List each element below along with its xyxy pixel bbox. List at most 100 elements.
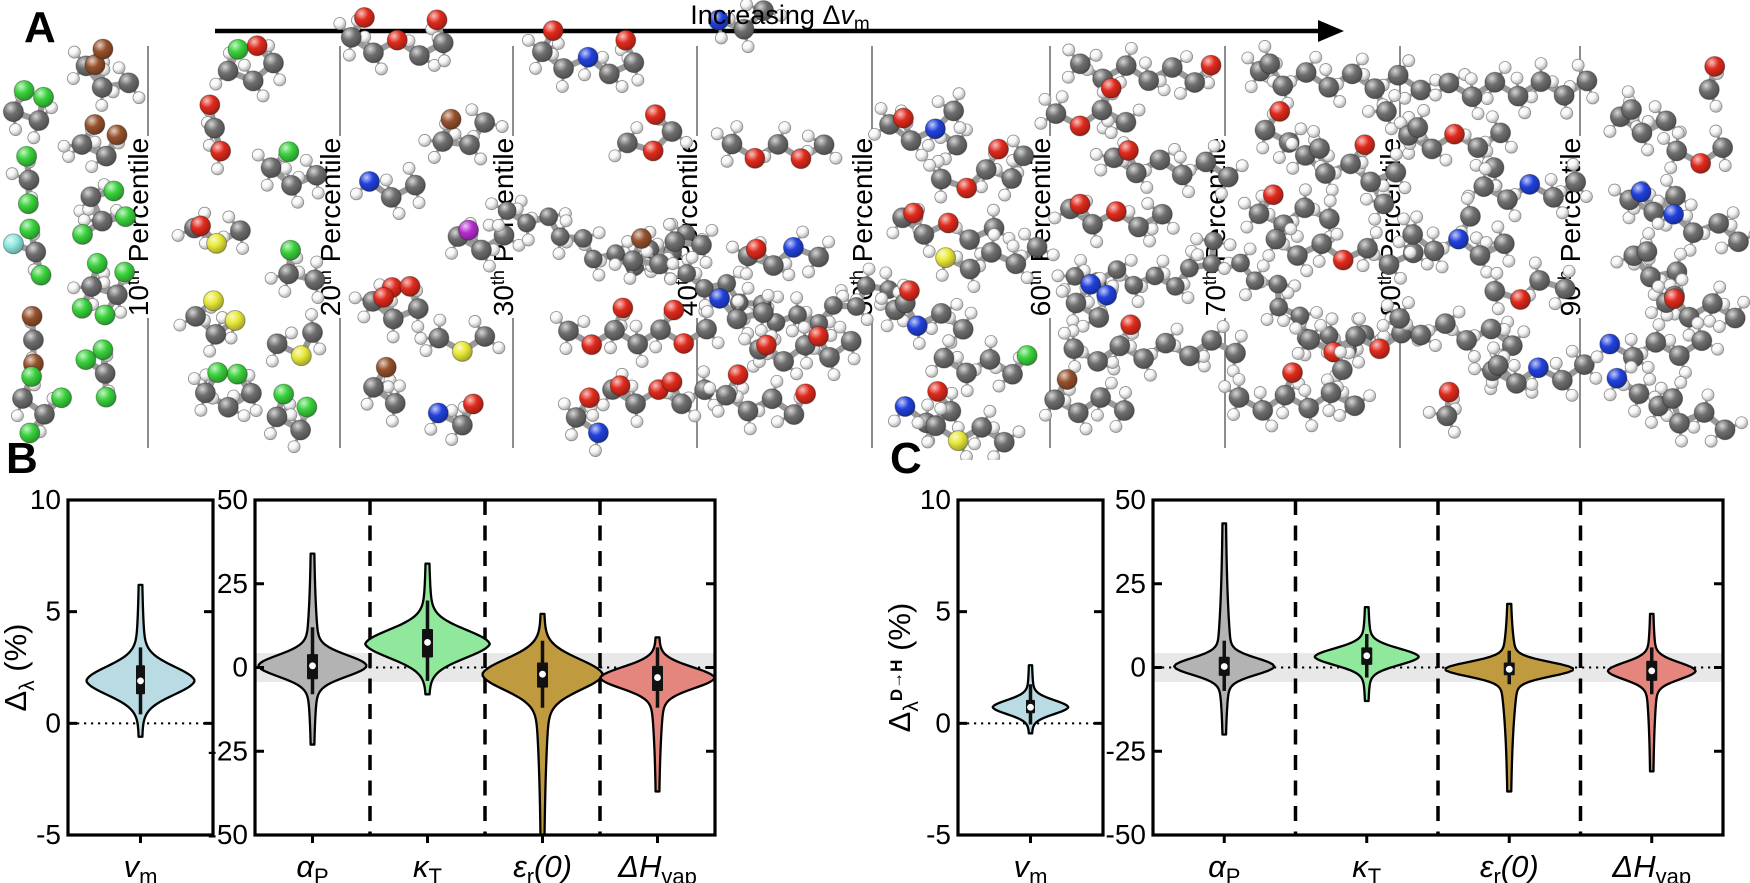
- molecule: [57, 114, 128, 174]
- median-dot: [424, 638, 431, 646]
- molecule: [935, 227, 1060, 294]
- molecule: [1039, 369, 1135, 436]
- ytick-label: 5: [45, 596, 61, 627]
- molecule: [445, 217, 526, 273]
- molecule: [265, 308, 327, 368]
- molecule: [1645, 376, 1749, 448]
- molecule: [349, 161, 426, 220]
- increasing-dvm-title: Increasing Δvm: [610, 0, 950, 40]
- molecule: [1058, 314, 1248, 382]
- category-label-vm: vm: [1014, 849, 1048, 883]
- title-subscript: m: [853, 14, 870, 35]
- panel-label-b: B: [6, 434, 38, 483]
- ytick-label: 25: [217, 568, 248, 599]
- molecule: [75, 339, 117, 408]
- molecule: [209, 35, 287, 103]
- ytick-label: -5: [36, 819, 61, 850]
- category-label-dHvap: ΔHvap: [617, 849, 697, 883]
- molecule: [710, 120, 843, 170]
- molecule: [1645, 273, 1750, 342]
- percentile-label: 60th Percentile: [1025, 138, 1056, 316]
- molecule: [173, 290, 246, 358]
- molecule: [1034, 77, 1146, 140]
- ytick-label: 10: [30, 484, 61, 515]
- molecule: [1285, 125, 1412, 226]
- ytick-label: -5: [926, 819, 951, 850]
- y-axis-label: Δλ (%): [0, 623, 39, 711]
- molecule: [925, 334, 1038, 398]
- ytick-label: 0: [935, 707, 951, 738]
- molecule: [1603, 360, 1657, 418]
- molecule: [1089, 136, 1249, 201]
- molecule: [264, 383, 318, 454]
- molecule: [1651, 203, 1750, 257]
- molecule: [886, 202, 1016, 261]
- ytick-label: 5: [935, 596, 951, 627]
- median-dot: [1027, 703, 1034, 711]
- category-label-epsr0: εr(0): [1480, 849, 1539, 883]
- molecule: [1590, 316, 1725, 379]
- y-axis-label: ΔλD→H (%): [882, 603, 923, 733]
- molecule: [1468, 341, 1603, 402]
- molecule: [11, 366, 73, 444]
- molecule: [522, 20, 645, 93]
- molecule: [1241, 40, 1443, 136]
- molecule: [1055, 271, 1118, 333]
- molecule: [418, 103, 509, 166]
- molecule: [911, 402, 1026, 460]
- molecule: [1603, 85, 1687, 157]
- ytick-label: 25: [1115, 568, 1146, 599]
- category-label-epsr0: εr(0): [513, 849, 572, 883]
- molecule: [726, 225, 836, 282]
- panel-label-a: A: [24, 3, 56, 52]
- ytick-label: 10: [920, 484, 951, 515]
- violin-epsr0: [1444, 602, 1575, 793]
- category-label-vm: vm: [124, 849, 158, 883]
- molecule: [187, 361, 263, 423]
- violin-dHvap: [599, 636, 714, 793]
- molecule: [738, 320, 862, 382]
- molecule: [348, 275, 429, 344]
- ytick-label: 50: [217, 484, 248, 515]
- percentile-label: 20th Percentile: [315, 138, 346, 316]
- molecule: [424, 393, 484, 446]
- title-prefix: Increasing Δ: [690, 0, 841, 30]
- ytick-label: -50: [1106, 819, 1146, 850]
- molecule: [1218, 345, 1377, 433]
- molecule: [414, 313, 506, 362]
- violin-alphaP: [257, 552, 368, 746]
- molecule: [5, 145, 40, 215]
- molecule: [360, 356, 406, 428]
- molecule: [1422, 381, 1462, 439]
- molecule: [72, 178, 137, 245]
- ytick-label: -50: [208, 819, 248, 850]
- ytick-label: 0: [45, 707, 61, 738]
- ytick-label: -25: [208, 735, 248, 766]
- median-dot: [539, 670, 546, 678]
- molecule: [1262, 222, 1434, 285]
- molecule: [608, 104, 693, 163]
- molecule: [1238, 183, 1340, 244]
- median-dot: [137, 677, 144, 685]
- category-label-kappaT: κT: [413, 849, 442, 883]
- violin-alphaP: [1173, 522, 1276, 736]
- median-dot: [1648, 667, 1656, 675]
- molecule: [708, 0, 788, 54]
- violin-kappaT: [1313, 606, 1420, 703]
- molecule: [2, 80, 58, 145]
- percentile-separator: 50th Percentile: [847, 46, 878, 448]
- molecule: [608, 218, 719, 285]
- plot-C-right: αP κT εr(0) ΔHvap -50 -25 0 25 50: [1106, 484, 1725, 883]
- panel-label-c: C: [890, 434, 922, 483]
- molecule: [703, 364, 817, 436]
- percentile-separator: 10th Percentile: [123, 46, 154, 448]
- title-variable: v: [840, 0, 854, 30]
- plot-B-left: vm -5 0 5 10 Δλ (%): [0, 484, 215, 883]
- category-label-alphaP: αP: [1208, 849, 1240, 883]
- molecule: [1048, 193, 1180, 249]
- axes-frame: [66, 498, 215, 837]
- molecule: [1394, 104, 1518, 192]
- molecule: [1429, 57, 1600, 121]
- plot-B-right: αP κT εr(0) ΔHvap -50 -25 0 25 50: [208, 484, 717, 883]
